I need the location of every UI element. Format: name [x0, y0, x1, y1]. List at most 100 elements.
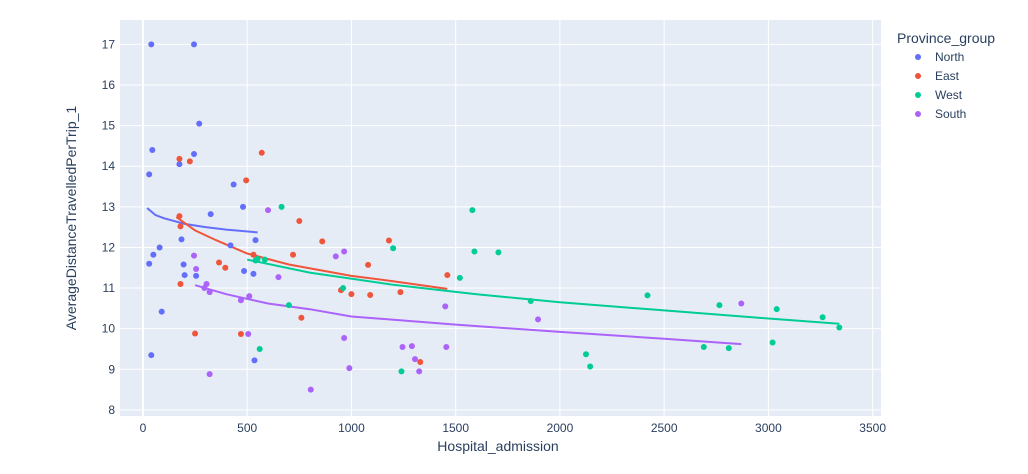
- point-north[interactable]: [191, 151, 198, 158]
- point-south[interactable]: [408, 343, 415, 350]
- point-south[interactable]: [246, 293, 253, 300]
- point-east[interactable]: [237, 330, 244, 337]
- point-north[interactable]: [146, 171, 153, 178]
- point-north[interactable]: [207, 211, 214, 218]
- point-north[interactable]: [240, 203, 247, 210]
- point-south[interactable]: [245, 330, 252, 337]
- legend-item-east[interactable]: East: [915, 69, 960, 83]
- data-points[interactable]: [146, 41, 843, 393]
- legend-items[interactable]: North East West South: [915, 50, 966, 121]
- point-east[interactable]: [192, 330, 199, 337]
- point-east[interactable]: [296, 218, 303, 225]
- point-south[interactable]: [341, 335, 348, 342]
- point-east[interactable]: [177, 281, 184, 287]
- point-south[interactable]: [346, 365, 353, 372]
- point-south[interactable]: [265, 207, 272, 214]
- point-north[interactable]: [180, 261, 187, 268]
- point-south[interactable]: [399, 343, 406, 350]
- point-north[interactable]: [251, 357, 258, 364]
- point-east[interactable]: [222, 264, 229, 271]
- point-south[interactable]: [206, 289, 213, 296]
- point-west[interactable]: [700, 343, 707, 350]
- point-south[interactable]: [193, 265, 200, 272]
- point-west[interactable]: [285, 302, 292, 309]
- point-north[interactable]: [156, 244, 163, 251]
- point-south[interactable]: [332, 253, 339, 260]
- point-west[interactable]: [836, 324, 843, 331]
- point-east[interactable]: [365, 261, 372, 268]
- point-north[interactable]: [193, 272, 200, 279]
- point-west[interactable]: [819, 314, 826, 321]
- point-north[interactable]: [181, 272, 188, 279]
- point-south[interactable]: [201, 285, 208, 292]
- point-west[interactable]: [261, 256, 268, 263]
- point-south[interactable]: [237, 297, 244, 304]
- point-north[interactable]: [146, 260, 153, 267]
- point-west[interactable]: [278, 203, 285, 210]
- point-south[interactable]: [412, 356, 419, 363]
- point-east[interactable]: [186, 158, 193, 165]
- point-west[interactable]: [587, 363, 594, 370]
- point-east[interactable]: [348, 291, 355, 298]
- point-north[interactable]: [158, 308, 165, 315]
- point-north[interactable]: [149, 146, 156, 153]
- point-west[interactable]: [390, 245, 397, 252]
- point-east[interactable]: [216, 259, 223, 266]
- point-east[interactable]: [177, 223, 184, 230]
- point-north[interactable]: [252, 237, 259, 244]
- point-west[interactable]: [340, 285, 347, 292]
- point-west[interactable]: [773, 306, 780, 313]
- point-west[interactable]: [495, 249, 502, 256]
- point-north[interactable]: [241, 268, 248, 275]
- point-west[interactable]: [527, 298, 534, 305]
- point-east[interactable]: [243, 177, 250, 184]
- point-east[interactable]: [298, 314, 305, 321]
- point-south[interactable]: [341, 248, 348, 255]
- point-north[interactable]: [227, 242, 234, 249]
- point-south[interactable]: [738, 300, 745, 307]
- point-north[interactable]: [148, 352, 155, 359]
- point-north[interactable]: [178, 236, 185, 243]
- point-north[interactable]: [191, 41, 198, 48]
- point-north[interactable]: [196, 120, 203, 127]
- point-east[interactable]: [367, 291, 374, 298]
- point-west[interactable]: [398, 368, 405, 375]
- point-east[interactable]: [250, 251, 257, 258]
- point-west[interactable]: [471, 248, 478, 255]
- point-east[interactable]: [176, 213, 183, 220]
- point-south[interactable]: [307, 386, 314, 393]
- point-north[interactable]: [148, 41, 155, 48]
- point-north[interactable]: [230, 181, 237, 188]
- point-south[interactable]: [442, 303, 449, 310]
- point-east[interactable]: [397, 289, 404, 296]
- point-west[interactable]: [725, 345, 732, 352]
- point-east[interactable]: [385, 237, 392, 244]
- point-north[interactable]: [176, 161, 183, 168]
- legend-item-south[interactable]: South: [915, 107, 966, 121]
- point-east[interactable]: [444, 272, 451, 279]
- legend[interactable]: Province_group North East West South: [897, 30, 995, 121]
- point-east[interactable]: [290, 251, 297, 258]
- point-west[interactable]: [716, 302, 723, 309]
- point-east[interactable]: [176, 155, 183, 162]
- point-west[interactable]: [644, 292, 651, 299]
- point-west[interactable]: [456, 274, 463, 281]
- point-south[interactable]: [535, 316, 542, 323]
- point-south[interactable]: [443, 343, 450, 350]
- point-south[interactable]: [416, 368, 423, 375]
- point-east[interactable]: [417, 358, 424, 365]
- point-west[interactable]: [469, 207, 476, 214]
- point-north[interactable]: [150, 251, 157, 258]
- legend-item-west[interactable]: West: [915, 88, 963, 102]
- point-west[interactable]: [252, 257, 259, 264]
- point-south[interactable]: [191, 252, 198, 259]
- point-south[interactable]: [275, 274, 282, 281]
- point-south[interactable]: [206, 371, 213, 378]
- point-west[interactable]: [582, 351, 589, 358]
- point-west[interactable]: [769, 339, 776, 346]
- point-north[interactable]: [250, 270, 257, 277]
- point-west[interactable]: [256, 345, 263, 352]
- point-east[interactable]: [319, 238, 326, 245]
- point-east[interactable]: [258, 149, 265, 156]
- legend-item-north[interactable]: North: [915, 50, 964, 64]
